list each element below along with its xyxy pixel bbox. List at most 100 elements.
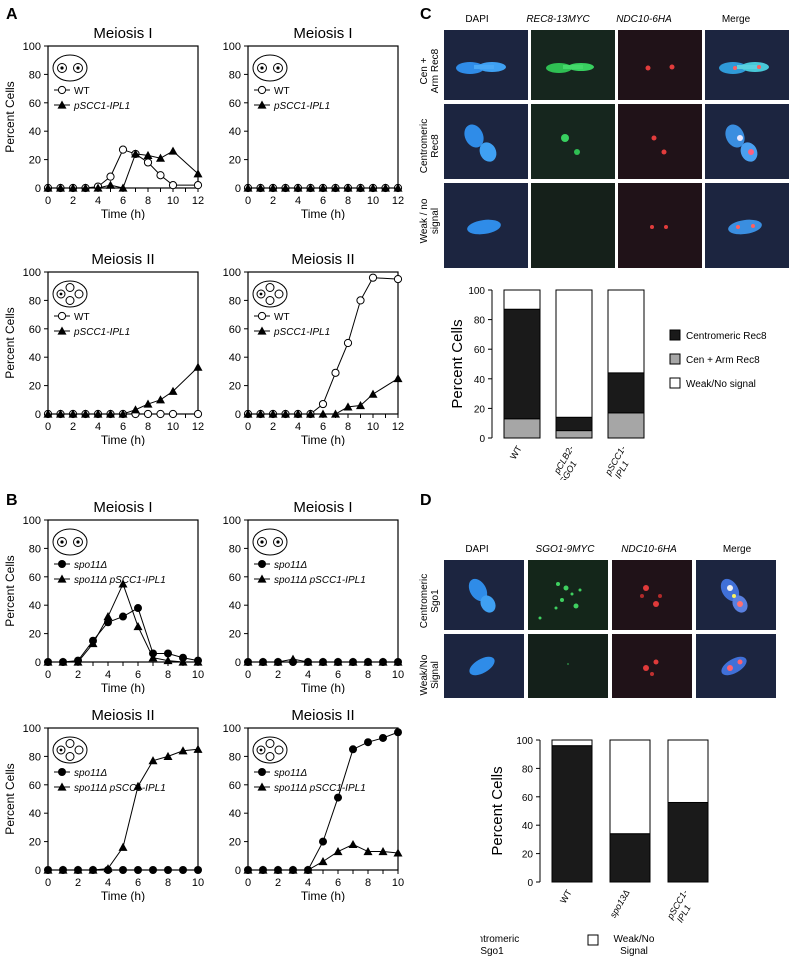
data-point xyxy=(81,183,90,192)
y-tick-label: 0 xyxy=(527,878,533,889)
legend: WT pSCC1-IPL1 xyxy=(54,311,130,338)
data-point xyxy=(118,842,128,851)
micrograph-dapi-weak xyxy=(444,183,528,268)
legend-marker xyxy=(258,560,266,568)
x-tick-label: 8 xyxy=(365,877,371,889)
y-axis-label: Percent Cells xyxy=(489,766,506,855)
legend-entry-wt: WT xyxy=(274,86,290,97)
data-point xyxy=(293,409,303,418)
data-point xyxy=(348,839,358,849)
series-spo11-pscc1-ipl1 xyxy=(43,579,203,666)
x-tick-label: 0 xyxy=(245,877,251,889)
legend: spo11Δ spo11Δ pSCC1-IPL1 xyxy=(54,768,166,794)
y-tick-label: 40 xyxy=(229,808,241,820)
data-point xyxy=(156,171,165,180)
data-point xyxy=(43,409,53,418)
y-tick-label: 60 xyxy=(29,98,41,110)
legend-entry-spo11: spo11Δ xyxy=(274,560,308,571)
data-point xyxy=(194,866,202,874)
micrograph-merge-sgo1 xyxy=(696,560,776,630)
micrograph-dapi-cen-arm xyxy=(444,30,528,100)
data-point xyxy=(368,389,378,398)
y-tick-label: 20 xyxy=(229,381,241,393)
legend-entry-cen-arm-rec8: Cen + Arm Rec8 xyxy=(686,355,760,366)
panel-label-a: A xyxy=(6,6,18,23)
legend-marker xyxy=(58,560,66,568)
legend-entry-spo11-pscc1-ipl1: spo11Δ pSCC1-IPL1 xyxy=(74,575,166,586)
micrograph-rec8-cen-arm xyxy=(531,30,615,100)
series-pscc1-ipl1 xyxy=(43,146,203,192)
y-tick-label: 0 xyxy=(479,434,485,445)
series-line xyxy=(48,748,199,871)
bar-pscc1-ipl1-weak-no-signal xyxy=(607,289,645,374)
legend-entry-pscc1-ipl1: pSCC1-IPL1 xyxy=(273,327,330,338)
legend-entry-pscc1-ipl1: pSCC1-IPL1 xyxy=(73,327,130,338)
x-tick-label: 12 xyxy=(192,195,204,207)
bar-pscc1-ipl1-weak-no-signal xyxy=(667,739,709,803)
x-tick-label: 6 xyxy=(135,669,141,681)
y-tick-label: 80 xyxy=(29,543,41,555)
x-tick-label: 6 xyxy=(120,421,126,433)
x-tick-label: 8 xyxy=(145,195,151,207)
x-tick-label: 2 xyxy=(75,877,81,889)
data-point xyxy=(193,657,203,666)
data-point xyxy=(68,409,78,418)
legend-marker xyxy=(257,574,267,583)
line-chart-a-meiosis1-ipl1: Meiosis I 0 20 40 60 80 100 0 2 4 6 8 10 12 Time (h) WT… xyxy=(223,25,404,220)
y-tick-label: 100 xyxy=(223,267,241,279)
chart-title: Meiosis II xyxy=(91,707,154,724)
legend-swatch-weak-no-signal xyxy=(587,934,599,946)
y-tick-label: 100 xyxy=(23,723,41,735)
data-point xyxy=(178,746,188,755)
data-point xyxy=(88,865,98,874)
legend-swatch-centromeric-rec8 xyxy=(669,329,681,341)
data-point xyxy=(303,865,313,874)
data-point xyxy=(343,183,353,192)
bar-pclb2-sgo1-weak-no-signal xyxy=(555,289,593,418)
data-point xyxy=(179,866,187,874)
data-point xyxy=(43,183,53,192)
y-tick-label: 100 xyxy=(23,267,41,279)
legend-entry-spo11: spo11Δ xyxy=(74,768,108,779)
data-point xyxy=(193,744,203,753)
legend-entry-pscc1-ipl1: pSCC1-IPL1 xyxy=(273,101,330,112)
bar-spo13-weak-no-signal xyxy=(609,739,651,835)
data-point xyxy=(381,183,390,192)
two-nuclei-cell-icon xyxy=(52,54,88,82)
data-point xyxy=(134,866,142,874)
x-tick-label: 0 xyxy=(45,877,51,889)
series-pscc1-ipl1 xyxy=(243,183,403,192)
x-tick-label: 2 xyxy=(275,877,281,889)
data-point xyxy=(156,153,165,162)
x-axis-label: Time (h) xyxy=(101,207,145,220)
data-point xyxy=(243,657,253,666)
y-tick-label: 80 xyxy=(229,295,241,307)
data-point xyxy=(393,657,403,666)
x-tick-label: 8 xyxy=(345,195,351,207)
y-tick-label: 80 xyxy=(29,295,41,307)
legend-marker xyxy=(257,311,267,321)
data-point xyxy=(256,409,265,418)
data-point xyxy=(93,183,103,192)
x-tick-label: 10 xyxy=(192,877,204,889)
legend: spo11Δ spo11Δ pSCC1-IPL1 xyxy=(254,560,366,586)
y-tick-label: 80 xyxy=(229,751,241,763)
y-tick-label: 100 xyxy=(223,515,241,527)
y-tick-label: 0 xyxy=(235,657,241,669)
data-point xyxy=(106,172,115,181)
data-point xyxy=(258,865,268,874)
data-point xyxy=(393,275,403,284)
y-tick-label: 60 xyxy=(29,572,41,584)
data-point xyxy=(258,657,268,666)
data-point xyxy=(243,183,253,192)
x-tick-label: 0 xyxy=(45,195,51,207)
data-point xyxy=(393,183,403,192)
bar-spo13-centromeric-sgo1 xyxy=(609,833,651,883)
y-tick-label: 80 xyxy=(29,69,41,81)
series-spo11-pscc1-ipl1 xyxy=(43,744,203,874)
y-tick-label: 60 xyxy=(229,98,241,110)
legend: spo11Δ spo11Δ pSCC1-IPL1 xyxy=(54,560,166,586)
data-point xyxy=(268,409,278,418)
micrograph-rec8-centromeric xyxy=(531,104,615,179)
y-tick-label: 20 xyxy=(29,381,41,393)
